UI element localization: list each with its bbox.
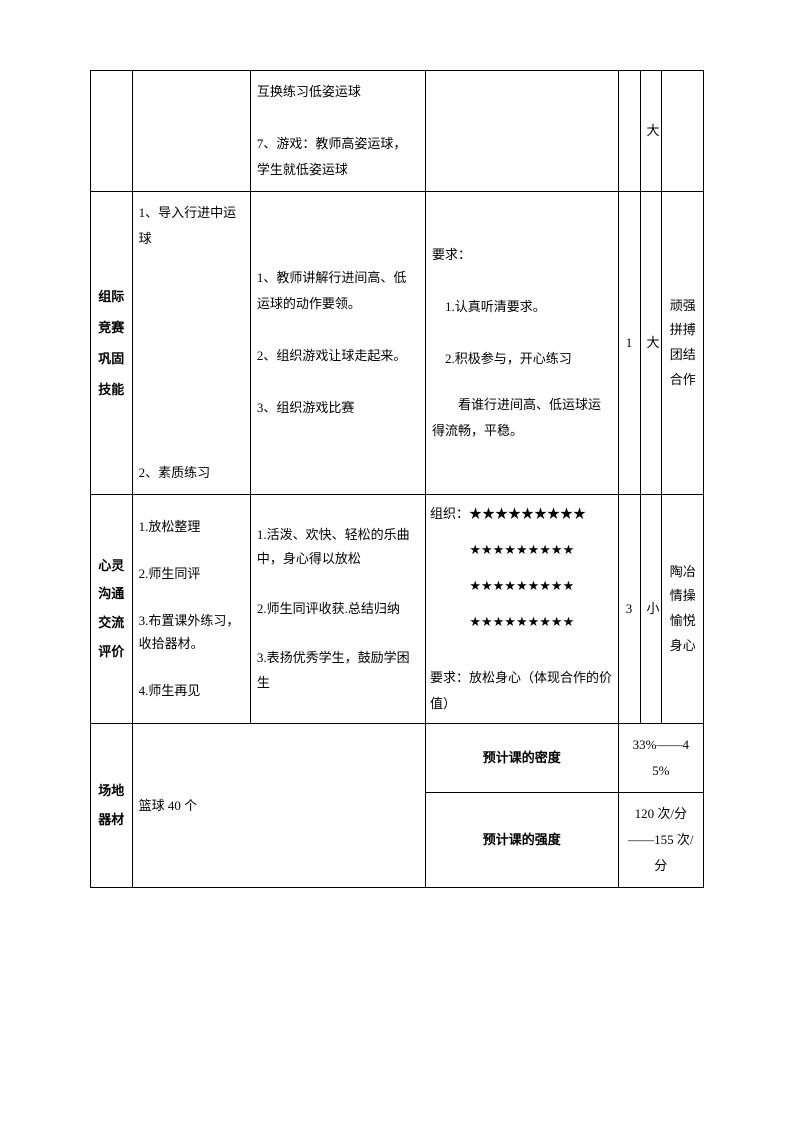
- cell-goal-1: 顽强 拼搏 团结 合作: [662, 192, 704, 495]
- stars-line-2: ★★★★★★★★★: [430, 537, 614, 563]
- cell-stage-1: 组际 竞赛 巩固 技能: [91, 192, 133, 495]
- org-top-1: 要求： 1.认真听清要求。 2.积极参与，开心练习: [432, 242, 612, 372]
- org-bottom-1: 看谁行进间高、低运球运得流畅，平稳。: [432, 392, 612, 444]
- cell-intensity-1: 大: [640, 192, 662, 495]
- cell-stage-3: 场地 器材: [91, 724, 133, 888]
- table-row: 组际 竞赛 巩固 技能 1、导入行进中运球 2、素质练习 1、教师讲解行进间高、…: [91, 192, 704, 495]
- cell-stage-2: 心灵 沟通 交流 评价: [91, 495, 133, 724]
- cell-org-0: [425, 71, 618, 192]
- cell-equip: 篮球 40 个: [132, 724, 425, 888]
- cell-intensity-value: 120 次/分——155 次/分: [618, 793, 703, 888]
- cell-intensity-label: 预计课的强度: [425, 793, 618, 888]
- cell-time-0: [618, 71, 640, 192]
- cell-teacher-2: 1.活泼、欢快、轻松的乐曲中，身心得以放松 2.师生同评收获.总结归纳 3.表扬…: [250, 495, 425, 724]
- cell-time-1: 1: [618, 192, 640, 495]
- cell-activity-2: 1.放松整理 2.师生同评 3.布置课外练习，收拾器材。 4.师生再见: [132, 495, 250, 724]
- table-row: 互换练习低姿运球 7、游戏：教师高姿运球，学生就低姿运球 大: [91, 71, 704, 192]
- cell-goal-2: 陶冶 情操 愉悦 身心: [662, 495, 704, 724]
- stars-line-4: ★★★★★★★★★: [430, 609, 614, 635]
- org-requirement: 要求：放松身心（体现合作的价值）: [430, 665, 614, 717]
- stars-line-3: ★★★★★★★★★: [430, 573, 614, 599]
- cell-intensity-2: 小: [640, 495, 662, 724]
- cell-org-1: 要求： 1.认真听清要求。 2.积极参与，开心练习 看谁行进间高、低运球运得流畅…: [425, 192, 618, 495]
- org-prefix: 组织：: [430, 506, 469, 521]
- org-prefix-row: 组织：★★★★★★★★★: [430, 501, 614, 527]
- lesson-plan-table: 互换练习低姿运球 7、游戏：教师高姿运球，学生就低姿运球 大 组际 竞赛 巩固 …: [90, 70, 704, 888]
- cell-time-2: 3: [618, 495, 640, 724]
- cell-activity-1: 1、导入行进中运球 2、素质练习: [132, 192, 250, 495]
- table-row: 场地 器材 篮球 40 个 预计课的密度 33%——45%: [91, 724, 704, 793]
- table-row: 心灵 沟通 交流 评价 1.放松整理 2.师生同评 3.布置课外练习，收拾器材。…: [91, 495, 704, 724]
- cell-density-label: 预计课的密度: [425, 724, 618, 793]
- cell-stage-0: [91, 71, 133, 192]
- cell-teacher-0: 互换练习低姿运球 7、游戏：教师高姿运球，学生就低姿运球: [250, 71, 425, 192]
- cell-goal-0: [662, 71, 704, 192]
- cell-activity-0: [132, 71, 250, 192]
- cell-teacher-1: 1、教师讲解行进间高、低运球的动作要领。 2、组织游戏让球走起来。 3、组织游戏…: [250, 192, 425, 495]
- cell-density-value: 33%——45%: [618, 724, 703, 793]
- cell-org-2: 组织：★★★★★★★★★ ★★★★★★★★★ ★★★★★★★★★ ★★★★★★★…: [425, 495, 618, 724]
- cell-intensity-0: 大: [640, 71, 662, 192]
- stars-line-1: ★★★★★★★★★: [469, 506, 586, 521]
